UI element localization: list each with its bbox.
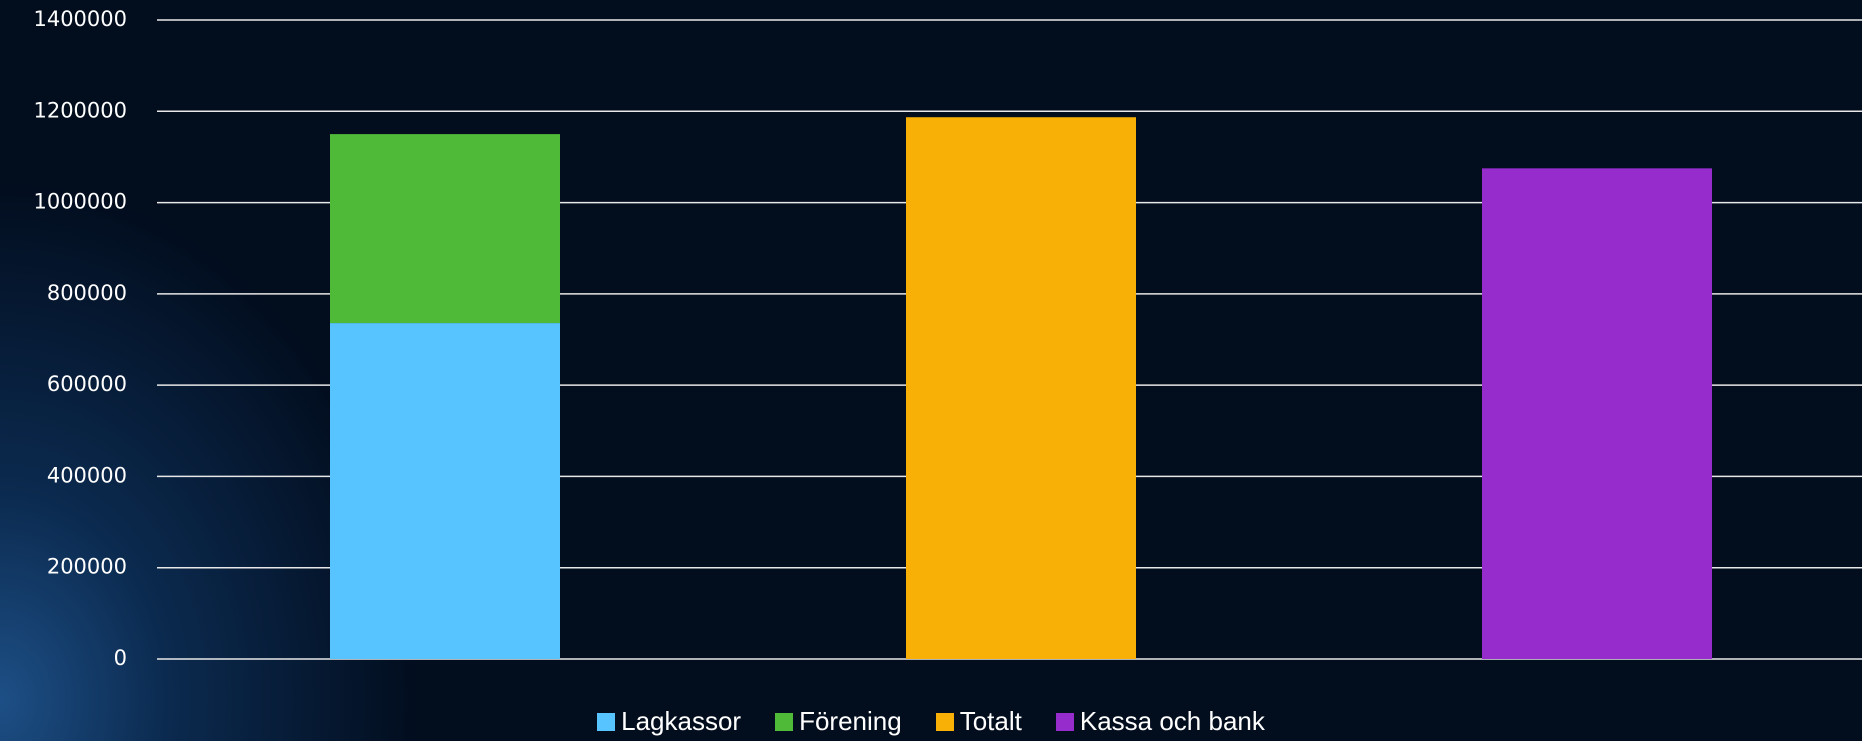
bar (906, 117, 1136, 659)
y-tick-label: 400000 (47, 463, 127, 487)
bar (330, 134, 560, 324)
y-tick-label: 200000 (47, 555, 127, 579)
legend-label: Kassa och bank (1079, 706, 1265, 736)
legend-label: Lagkassor (621, 706, 742, 736)
y-tick-label: 1200000 (33, 98, 127, 122)
legend-item: Kassa och bank (1055, 706, 1265, 737)
y-tick-label: 1000000 (33, 190, 127, 214)
legend-item: Förening (775, 706, 902, 737)
y-tick-label: 1400000 (33, 7, 127, 31)
legend-label: Förening (799, 706, 902, 736)
bar (1482, 168, 1712, 659)
legend-item: Totalt (935, 706, 1022, 737)
legend: Lagkassor Förening Totalt Kassa och bank (0, 706, 1862, 737)
legend-swatch (597, 712, 616, 731)
legend-swatch (1055, 712, 1074, 731)
legend-swatch (775, 712, 794, 731)
legend-item: Lagkassor (597, 706, 741, 737)
y-tick-label: 800000 (47, 281, 127, 305)
bar (330, 323, 560, 659)
legend-swatch (935, 712, 954, 731)
legend-label: Totalt (959, 706, 1022, 736)
y-tick-label: 0 (114, 646, 127, 670)
y-tick-label: 600000 (47, 372, 127, 396)
